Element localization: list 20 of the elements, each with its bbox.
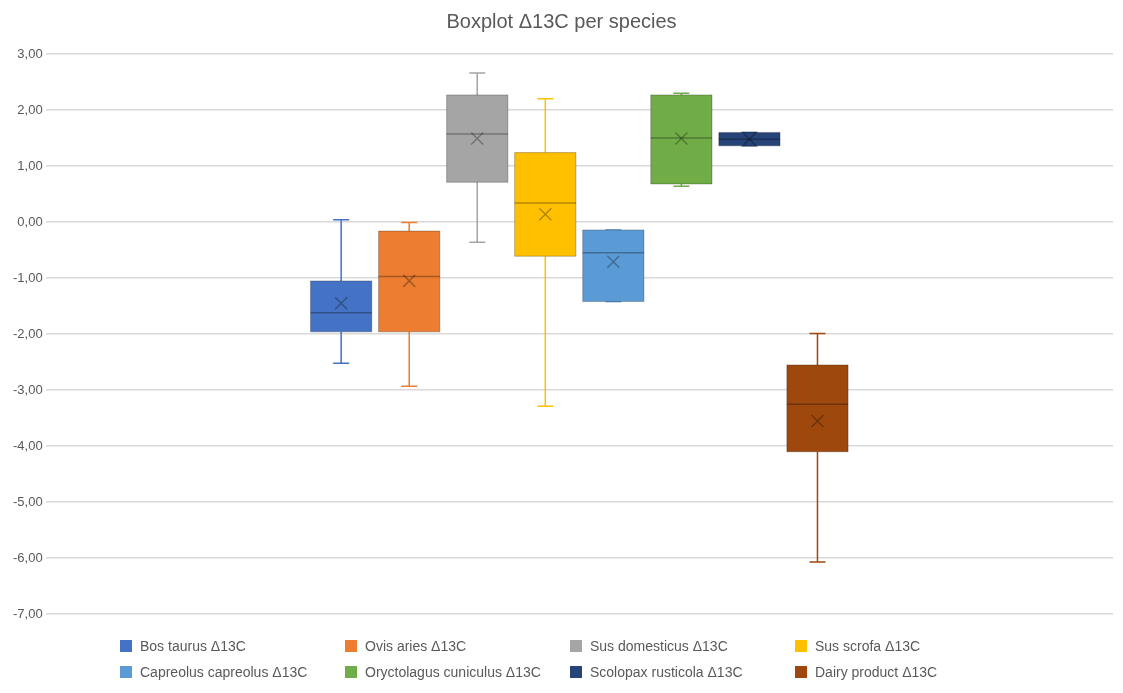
legend-label: Bos taurus Δ13C: [140, 638, 246, 654]
legend-label: Ovis aries Δ13C: [365, 638, 467, 654]
y-tick-label: -5,00: [12, 493, 43, 509]
legend-label: Sus domesticus Δ13C: [590, 638, 728, 654]
y-tick-label: 2,00: [17, 101, 43, 117]
legend-label: Dairy product Δ13C: [815, 664, 938, 680]
y-tick-label: 1,00: [17, 157, 43, 173]
y-tick-label: 3,00: [17, 45, 43, 61]
y-tick-label: -6,00: [12, 549, 43, 565]
y-tick-label: 0,00: [17, 213, 43, 229]
y-tick-label: -4,00: [12, 437, 43, 453]
chart-title: Boxplot Δ13C per species: [446, 9, 677, 32]
legend-label: Capreolus capreolus Δ13C: [140, 664, 308, 680]
y-tick-label: -7,00: [12, 605, 43, 621]
legend-label: Sus scrofa Δ13C: [815, 638, 921, 654]
y-tick-label: -2,00: [12, 325, 43, 341]
legend-label: Scolopax rusticola Δ13C: [590, 664, 743, 680]
y-tick-label: -3,00: [12, 381, 43, 397]
legend-label: Oryctolagus cuniculus Δ13C: [365, 664, 541, 680]
y-tick-label: -1,00: [12, 269, 43, 285]
